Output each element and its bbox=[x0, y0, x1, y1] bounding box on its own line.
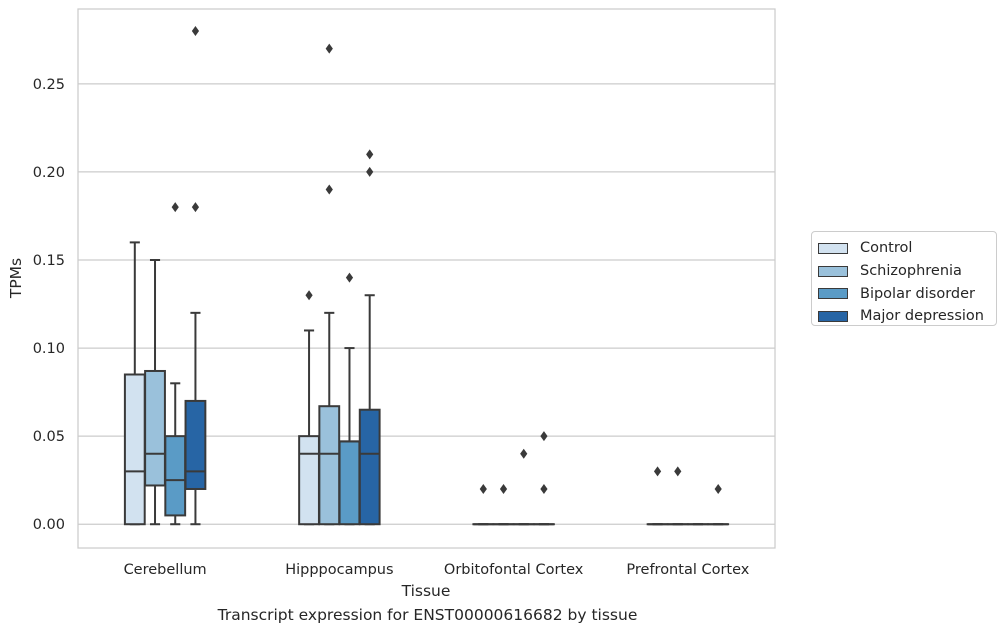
outlier-point bbox=[191, 202, 200, 213]
legend-label: Schizophrenia bbox=[860, 263, 962, 280]
plot-frame bbox=[77, 8, 776, 549]
box-0-3 bbox=[184, 26, 207, 526]
box-3-1 bbox=[666, 466, 689, 526]
x-tick-label: Prefrontal Cortex bbox=[626, 562, 749, 578]
box-1-3 bbox=[358, 149, 381, 526]
outlier-point bbox=[540, 483, 548, 494]
legend-entry: Schizophrenia bbox=[818, 260, 996, 283]
x-tick-label: Hipppocampus bbox=[285, 562, 393, 578]
outlier-point bbox=[499, 483, 508, 494]
chart-title: Transcript expression for ENST0000061668… bbox=[217, 606, 638, 624]
outlier-point bbox=[674, 466, 682, 477]
outlier-point bbox=[714, 483, 722, 494]
box-1-0 bbox=[298, 290, 320, 526]
box-3-0 bbox=[646, 466, 669, 526]
legend-swatch bbox=[818, 242, 848, 254]
box-2-0 bbox=[472, 483, 495, 526]
outlier-point bbox=[540, 431, 548, 442]
legend-entry: Bipolar disorder bbox=[818, 282, 996, 305]
y-axis-label: TPMs bbox=[7, 258, 25, 299]
y-tick-label: 0.10 bbox=[33, 341, 65, 357]
box-0-1 bbox=[144, 259, 166, 526]
outlier-point bbox=[305, 290, 313, 301]
outlier-point bbox=[191, 26, 200, 37]
y-tick-label: 0.20 bbox=[33, 165, 65, 181]
box-1-2 bbox=[338, 272, 361, 526]
legend-swatch bbox=[818, 310, 848, 322]
legend-swatch bbox=[818, 288, 848, 300]
x-tick-label: Orbitofontal Cortex bbox=[444, 562, 584, 578]
x-axis-label: Tissue bbox=[401, 582, 451, 600]
box-1-1 bbox=[318, 43, 341, 526]
box-iqr bbox=[184, 399, 207, 490]
box-series bbox=[123, 26, 730, 526]
box-2-1 bbox=[492, 483, 515, 526]
outlier-point bbox=[325, 184, 333, 195]
legend-label: Major depression bbox=[860, 308, 984, 325]
y-tick-labels: 0.00 0.05 0.10 0.15 0.20 0.25 bbox=[33, 77, 65, 533]
legend-swatch bbox=[818, 265, 848, 277]
box-iqr bbox=[318, 405, 341, 526]
x-tick-label: Cerebellum bbox=[124, 562, 207, 578]
y-tick-label: 0.25 bbox=[33, 77, 65, 93]
box-iqr bbox=[144, 369, 166, 487]
box-iqr bbox=[123, 373, 146, 526]
outlier-point bbox=[479, 483, 487, 494]
y-tick-label: 0.15 bbox=[33, 253, 65, 269]
y-tick-label: 0.00 bbox=[33, 517, 65, 533]
legend-entry: Major depression bbox=[818, 305, 996, 328]
box-3-3 bbox=[707, 483, 730, 526]
legend-entry: Control bbox=[818, 237, 996, 260]
outlier-point bbox=[653, 466, 662, 477]
y-tick-label: 0.05 bbox=[33, 429, 65, 445]
box-0-0 bbox=[123, 241, 146, 526]
box-2-2 bbox=[512, 448, 535, 526]
legend-label: Control bbox=[860, 240, 913, 257]
outlier-point bbox=[366, 166, 374, 177]
legend: Control Schizophrenia Bipolar disorder Majo… bbox=[811, 231, 997, 326]
outlier-point bbox=[325, 43, 333, 54]
outlier-point bbox=[366, 149, 374, 160]
box-iqr bbox=[338, 440, 361, 526]
legend-label: Bipolar disorder bbox=[860, 285, 975, 302]
box-iqr bbox=[358, 408, 381, 526]
x-tick-labels: Cerebellum Hipppocampus Orbitofontal Corte… bbox=[124, 562, 750, 578]
box-2-3 bbox=[533, 431, 555, 526]
box-iqr bbox=[298, 435, 320, 526]
box-iqr bbox=[164, 435, 187, 517]
outlier-point bbox=[171, 202, 179, 213]
outlier-point bbox=[520, 448, 528, 459]
box-0-2 bbox=[164, 202, 187, 526]
outlier-point bbox=[345, 272, 354, 283]
